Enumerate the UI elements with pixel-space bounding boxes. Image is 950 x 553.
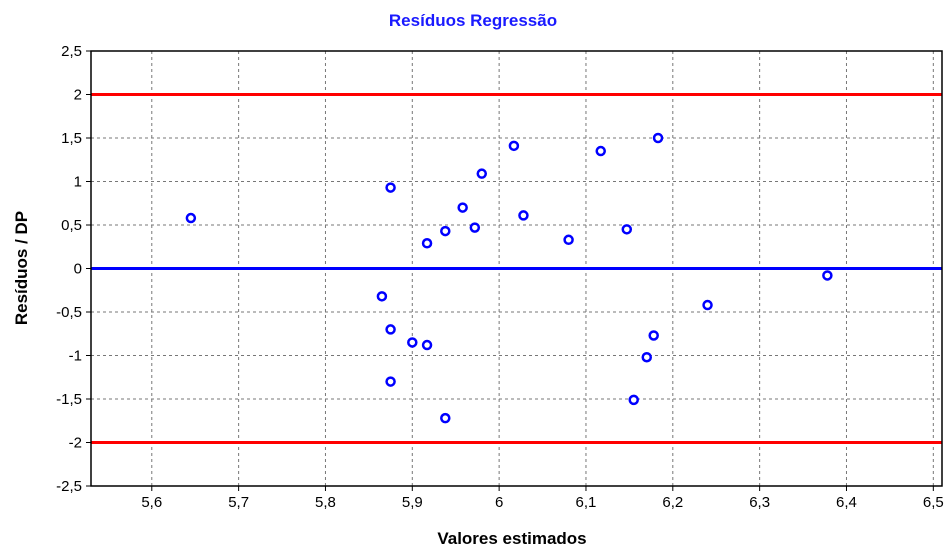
y-tick-label: -1 xyxy=(69,348,82,365)
data-point xyxy=(469,222,481,233)
y-tick-label: 2,5 xyxy=(61,43,82,60)
data-points xyxy=(185,132,833,424)
x-tick-label: 6 xyxy=(495,494,503,511)
chart-title: Resíduos Regressão xyxy=(389,11,557,30)
data-point xyxy=(376,291,388,302)
data-point xyxy=(563,234,574,246)
x-axis-label: Valores estimados xyxy=(437,529,586,548)
data-point xyxy=(440,225,451,237)
data-point xyxy=(185,212,197,224)
data-point xyxy=(702,299,713,311)
y-tick-label: -1,5 xyxy=(56,391,82,408)
data-point xyxy=(822,270,833,281)
x-axis-ticks: 5,6 5,7 5,8 5,9 6 6,1 6,2 6,3 6,4 6,5 xyxy=(141,486,944,511)
x-tick-label: 5,8 xyxy=(315,494,336,511)
data-point xyxy=(385,376,396,387)
data-point xyxy=(385,324,396,335)
y-tick-label: -2,5 xyxy=(56,478,82,495)
data-point xyxy=(476,168,488,179)
x-tick-label: 6,1 xyxy=(576,494,597,511)
data-point xyxy=(508,140,520,152)
x-tick-label: 6,3 xyxy=(749,494,770,511)
y-tick-label: 0,5 xyxy=(61,217,82,234)
data-point xyxy=(648,330,659,341)
y-tick-label: 1,5 xyxy=(61,130,82,147)
x-tick-label: 5,9 xyxy=(402,494,423,511)
data-point xyxy=(385,182,396,193)
data-point xyxy=(628,394,639,406)
data-point xyxy=(421,339,433,351)
y-axis-ticks: 2,5 2 1,5 1 0,5 0 -0,5 -1 -1,5 -2 -2,5 xyxy=(56,43,91,495)
reference-lines xyxy=(91,93,942,444)
data-point xyxy=(595,145,606,157)
x-tick-label: 6,5 xyxy=(923,494,944,511)
data-point xyxy=(457,202,468,213)
data-point xyxy=(621,224,633,235)
y-tick-label: -2 xyxy=(69,435,82,452)
y-tick-label: 2 xyxy=(74,87,82,104)
x-tick-label: 5,7 xyxy=(228,494,249,511)
data-point xyxy=(641,351,653,363)
data-point xyxy=(440,412,451,424)
y-tick-label: 0 xyxy=(74,261,82,278)
data-point xyxy=(421,238,433,249)
y-axis-label: Resíduos / DP xyxy=(12,211,31,325)
x-tick-label: 6,4 xyxy=(836,494,857,511)
x-tick-label: 6,2 xyxy=(662,494,683,511)
data-point xyxy=(407,337,418,348)
data-point xyxy=(652,132,664,144)
x-tick-label: 5,6 xyxy=(141,494,162,511)
y-tick-label: 1 xyxy=(74,174,82,191)
data-point xyxy=(518,210,529,221)
y-tick-label: -0,5 xyxy=(56,304,82,321)
